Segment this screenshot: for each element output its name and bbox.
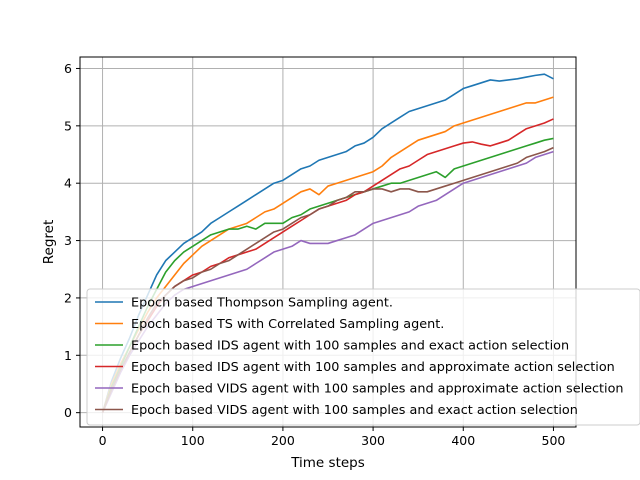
x-tick-label: 0 xyxy=(99,433,107,448)
x-tick-label: 500 xyxy=(542,433,566,448)
y-axis-label: Regret xyxy=(41,220,57,265)
plot-frame xyxy=(79,56,577,428)
axis-ticks: 0 100 200 300 400 500 0 1 2 3 4 5 6 xyxy=(64,61,565,448)
y-tick-label: 2 xyxy=(64,290,72,305)
x-axis-label: Time steps xyxy=(290,455,365,471)
y-tick-label: 4 xyxy=(64,176,72,191)
legend-label: Epoch based Thompson Sampling agent. xyxy=(131,296,393,311)
legend-label: Epoch based IDS agent with 100 samples a… xyxy=(131,339,569,354)
series-line xyxy=(101,96,554,413)
legend-box xyxy=(86,288,640,426)
legend-label: Epoch based IDS agent with 100 samples a… xyxy=(131,360,615,375)
y-tick-label: 6 xyxy=(64,61,72,76)
y-tick-label: 5 xyxy=(64,118,72,133)
y-tick-label: 1 xyxy=(64,348,72,363)
series-line xyxy=(101,137,554,413)
x-tick-label: 300 xyxy=(361,433,385,448)
legend-label: Epoch based VIDS agent with 100 samples … xyxy=(131,382,624,397)
legend-label: Epoch based TS with Correlated Sampling … xyxy=(131,317,444,332)
series-line xyxy=(101,73,554,413)
y-tick-label: 3 xyxy=(64,233,72,248)
x-tick-label: 400 xyxy=(451,433,475,448)
legend: Epoch based Thompson Sampling agent. Epoc… xyxy=(86,288,640,426)
x-tick-label: 100 xyxy=(181,433,205,448)
series-line xyxy=(101,146,554,413)
legend-label: Epoch based VIDS agent with 100 samples … xyxy=(131,403,578,418)
y-tick-label: 0 xyxy=(64,405,72,420)
x-tick-label: 200 xyxy=(271,433,295,448)
